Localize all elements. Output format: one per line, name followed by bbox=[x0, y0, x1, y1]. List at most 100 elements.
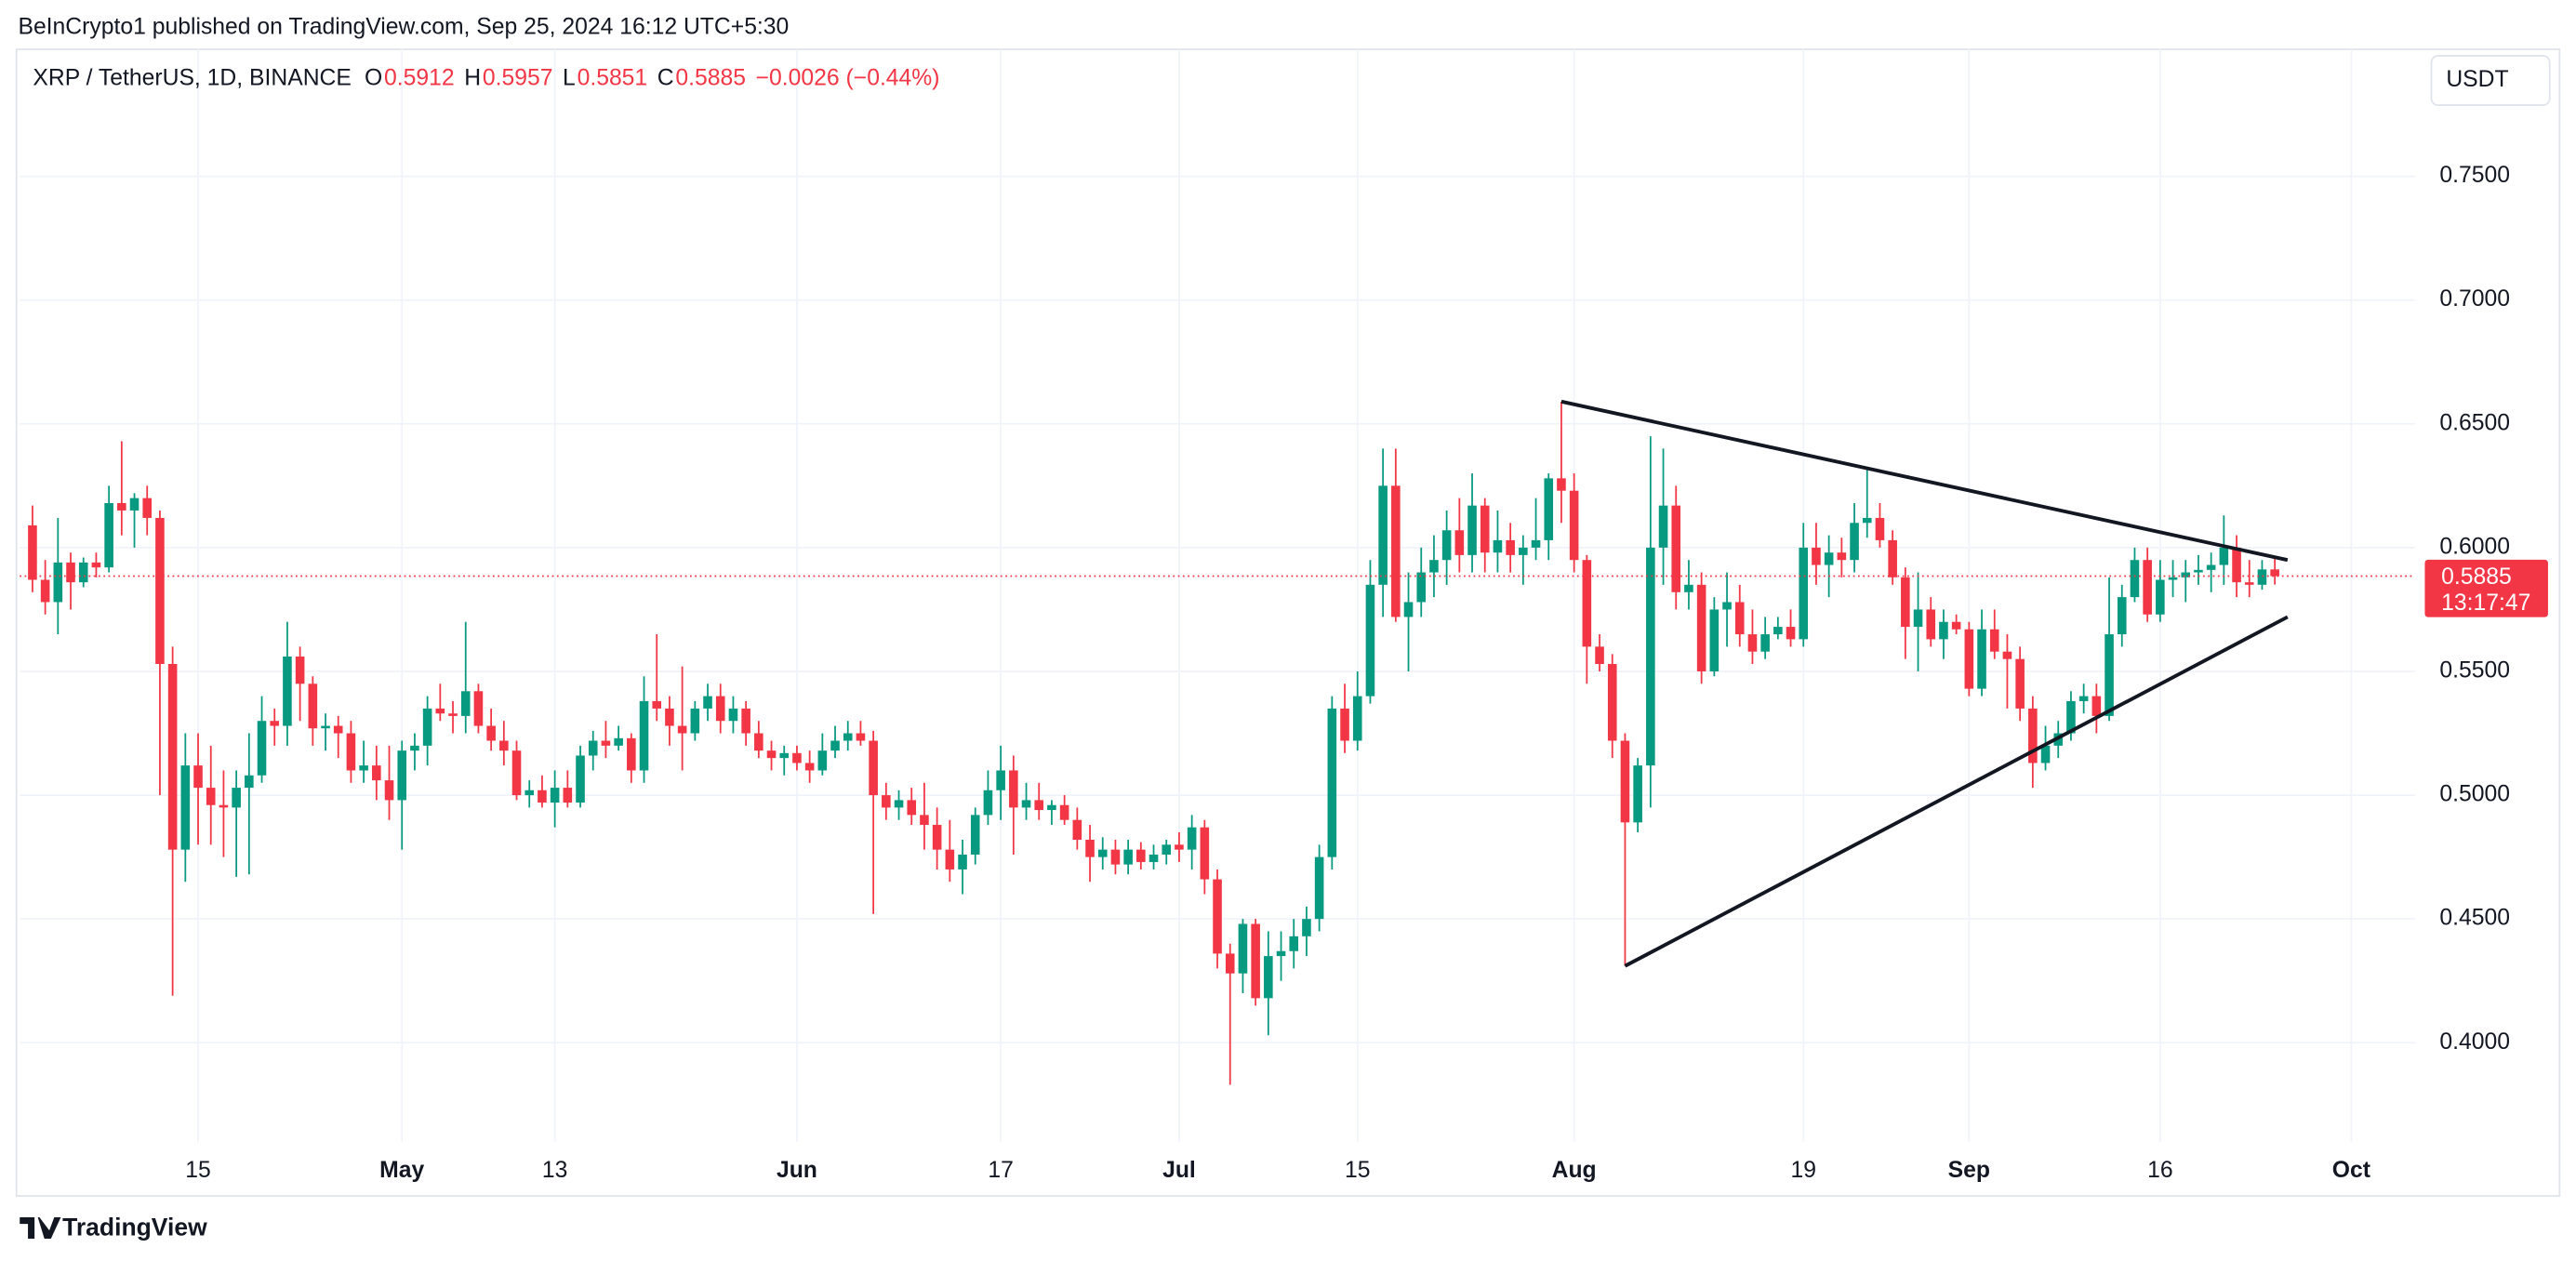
candle-body bbox=[142, 498, 153, 518]
candle-body bbox=[2257, 569, 2267, 585]
candle-body bbox=[920, 815, 929, 826]
candle-body bbox=[1595, 646, 1604, 664]
ohlc-value: 0.5851 bbox=[578, 65, 648, 90]
candle-body bbox=[270, 721, 280, 726]
candle-body bbox=[1059, 804, 1069, 820]
candle-body bbox=[53, 562, 63, 603]
ohlc-letter: L bbox=[563, 65, 576, 90]
candle-body bbox=[91, 562, 101, 568]
candle-body bbox=[117, 502, 126, 511]
candle-body bbox=[856, 733, 866, 741]
candle-body bbox=[1862, 517, 1872, 524]
candle-body bbox=[882, 795, 891, 808]
candle-body bbox=[1799, 547, 1809, 640]
candle-body bbox=[1607, 663, 1617, 741]
candle-body bbox=[1939, 621, 1948, 640]
candle-body bbox=[1340, 708, 1349, 741]
candle-body bbox=[333, 725, 343, 734]
change-label: −0.0026 (−0.44%) bbox=[756, 65, 940, 90]
x-tick-label: 16 bbox=[2147, 1158, 2173, 1183]
candle-body bbox=[257, 721, 267, 776]
candle-body bbox=[2244, 582, 2254, 585]
candle-body bbox=[652, 700, 662, 709]
candle-body bbox=[792, 752, 802, 763]
candle-body bbox=[588, 740, 598, 756]
candle-body bbox=[741, 708, 750, 734]
candle-body bbox=[40, 579, 50, 603]
candle-body bbox=[2066, 700, 2076, 734]
candle-body bbox=[66, 562, 75, 583]
candle-body bbox=[1964, 629, 1974, 689]
currency-button[interactable] bbox=[2430, 55, 2551, 106]
candle-body bbox=[104, 502, 113, 568]
candle-body bbox=[2143, 560, 2152, 615]
candle-body bbox=[576, 755, 585, 803]
ohlc-value: 0.5912 bbox=[384, 65, 455, 90]
candle-body bbox=[2156, 579, 2165, 615]
candle-body bbox=[2270, 569, 2279, 577]
candle-body bbox=[1251, 923, 1260, 999]
candle-body bbox=[983, 790, 993, 816]
candle-body bbox=[1722, 602, 1732, 610]
ohlc-letter: O bbox=[365, 65, 382, 90]
candle-body bbox=[2219, 547, 2229, 565]
candle-body bbox=[563, 788, 573, 803]
candle-body bbox=[1123, 849, 1133, 865]
candle-body bbox=[1747, 634, 1758, 652]
candle-body bbox=[1276, 950, 1286, 957]
candle-body bbox=[448, 713, 458, 716]
candle-body bbox=[232, 788, 241, 808]
candle-body bbox=[2028, 708, 2038, 763]
candle-body bbox=[1136, 849, 1146, 862]
currency-label[interactable]: USDT bbox=[2446, 67, 2508, 92]
candle-body bbox=[1213, 879, 1222, 954]
candle-body bbox=[1072, 819, 1082, 840]
candle-body bbox=[754, 733, 764, 751]
candle-body bbox=[958, 854, 967, 869]
candle-body bbox=[869, 740, 878, 796]
candle-body bbox=[1646, 547, 1655, 766]
candle-body bbox=[2232, 547, 2241, 583]
candle-body bbox=[1569, 490, 1579, 561]
candle-body bbox=[1684, 584, 1693, 592]
candle-body bbox=[1238, 923, 1248, 974]
grid bbox=[20, 48, 2415, 1142]
candle-body bbox=[2105, 634, 2114, 716]
candle-body bbox=[1544, 478, 1554, 540]
trendline bbox=[1560, 399, 2289, 563]
candle-body bbox=[2117, 597, 2127, 635]
y-tick-label: 0.6500 bbox=[2439, 410, 2510, 435]
candle-body bbox=[1187, 827, 1197, 850]
brand-logo bbox=[20, 1217, 61, 1239]
candle-body bbox=[2015, 658, 2025, 709]
candle-body bbox=[219, 804, 229, 808]
ohlc-letter: H bbox=[464, 65, 481, 90]
candle-body bbox=[2194, 569, 2203, 573]
candle-body bbox=[1913, 609, 1923, 628]
candle-body bbox=[1085, 839, 1095, 857]
candle-body bbox=[2091, 696, 2102, 716]
ohlc-value: 0.5885 bbox=[675, 65, 746, 90]
candle-body bbox=[410, 745, 419, 751]
candle-body bbox=[1467, 505, 1477, 555]
trendline bbox=[1624, 615, 2289, 968]
x-tick-label: Jul bbox=[1162, 1158, 1196, 1183]
candle-body bbox=[779, 752, 790, 759]
candle-body bbox=[804, 763, 815, 771]
candle-body bbox=[843, 733, 853, 741]
candle-body bbox=[524, 790, 535, 796]
candle-body bbox=[1837, 552, 1847, 561]
candle-body bbox=[1734, 602, 1745, 635]
candle-body bbox=[1786, 627, 1796, 640]
candle-body bbox=[1773, 627, 1783, 635]
y-tick-label: 0.7000 bbox=[2439, 286, 2510, 312]
candle-body bbox=[321, 725, 330, 729]
candle-body bbox=[1557, 478, 1566, 491]
x-tick-label: 19 bbox=[1790, 1158, 1816, 1183]
candle-body bbox=[1289, 936, 1299, 951]
candle-body bbox=[1403, 602, 1414, 617]
candle-body bbox=[460, 691, 471, 716]
x-tick-label: 15 bbox=[1345, 1158, 1371, 1183]
candle-body bbox=[945, 849, 955, 869]
